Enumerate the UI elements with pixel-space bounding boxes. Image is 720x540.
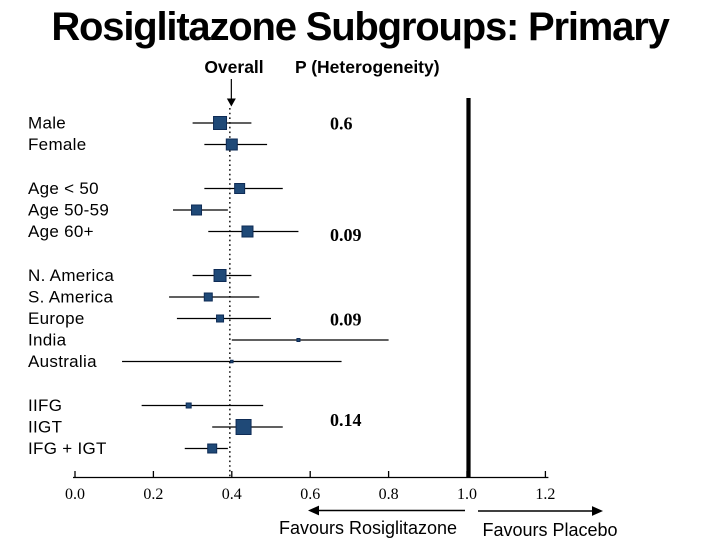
estimate-marker <box>207 443 218 454</box>
overall-arrowhead <box>226 98 236 107</box>
p-value: 0.09 <box>330 310 362 330</box>
overall-column-header: Overall <box>204 57 263 77</box>
favours-rosiglitazone-label: Favours Rosiglitazone <box>279 518 457 538</box>
favours-rosiglitazone-arrowhead <box>308 505 319 516</box>
row-label: N. America <box>28 266 114 285</box>
estimate-marker <box>235 419 252 435</box>
estimate-marker <box>213 116 228 130</box>
row-label: IFG + IGT <box>28 439 107 458</box>
row-label: Age 50-59 <box>28 201 109 220</box>
row-label: Australia <box>28 352 97 371</box>
estimate-marker <box>225 138 238 151</box>
overall-down-arrow-icon <box>226 79 236 107</box>
page-title: Rosiglitazone Subgroups: Primary <box>51 5 670 49</box>
row-label: Male <box>28 114 66 133</box>
estimate-marker <box>230 359 234 364</box>
p-value: 0.14 <box>330 410 362 430</box>
row-label: Age 60+ <box>28 222 94 241</box>
estimate-marker <box>234 183 246 194</box>
p-value: 0.6 <box>330 114 353 134</box>
estimate-marker <box>296 338 301 342</box>
x-axis-tick-label: 0.6 <box>300 486 320 503</box>
row-label: IIGT <box>28 418 62 437</box>
x-axis-tick-label: 1.2 <box>535 486 555 503</box>
x-axis-tick-label: 0.2 <box>143 486 163 503</box>
favours-placebo-arrow-icon <box>478 506 603 516</box>
forest-rows: Male Female 0.6 Age < 50 Age 50-59 Age 60+ 0.0… <box>28 114 389 458</box>
x-axis-tick-label: 0.0 <box>65 486 85 503</box>
estimate-marker <box>213 269 227 282</box>
estimate-marker <box>216 314 225 323</box>
row-label: India <box>28 331 67 350</box>
estimate-marker <box>185 402 192 409</box>
estimate-marker <box>191 204 203 216</box>
x-axis-tick-label: 0.8 <box>379 486 399 503</box>
row-label: Age < 50 <box>28 179 99 198</box>
row-label: S. America <box>28 288 113 307</box>
p-value: 0.09 <box>330 225 362 245</box>
favours-rosiglitazone-arrow-icon <box>308 505 465 516</box>
row-label: Europe <box>28 309 85 328</box>
p-heterogeneity-column-header: P (Heterogeneity) <box>295 57 440 77</box>
row-label: IIFG <box>28 396 62 415</box>
x-axis-tick-label: 1.0 <box>457 486 477 503</box>
row-label: Female <box>28 135 87 154</box>
favours-placebo-label: Favours Placebo <box>482 520 617 540</box>
x-axis-tick-label: 0.4 <box>222 486 242 503</box>
estimate-marker <box>203 292 213 302</box>
favours-placebo-arrowhead <box>592 506 603 516</box>
x-axis: 0.0 0.2 0.4 0.6 0.8 1.0 1.2 <box>65 471 555 503</box>
estimate-marker <box>241 225 254 238</box>
